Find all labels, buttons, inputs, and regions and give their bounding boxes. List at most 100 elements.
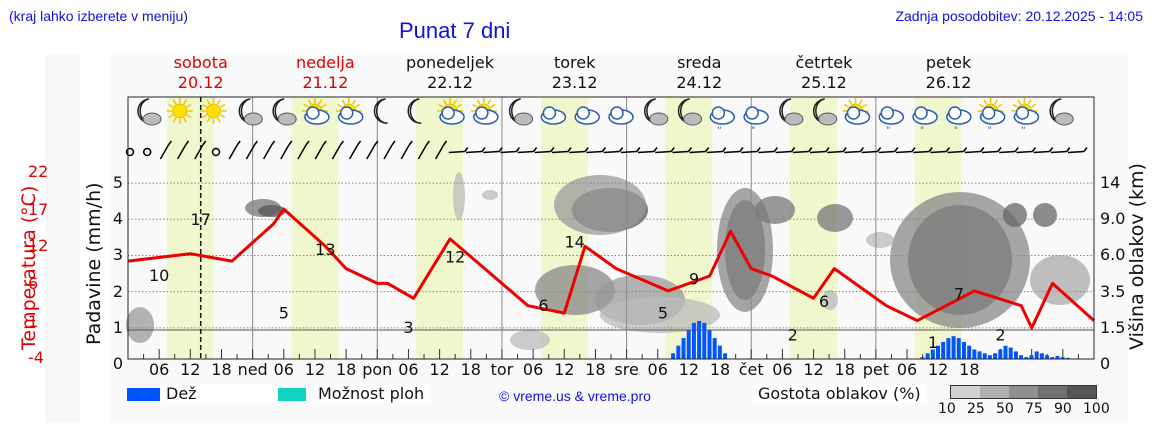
x-tick-label: 12 bbox=[180, 360, 201, 379]
cloud-density-swatch bbox=[1067, 386, 1096, 398]
wind-barb-icon bbox=[228, 140, 241, 160]
precipitation-tick: 5 bbox=[112, 173, 123, 193]
day-header: sreda 24.12 bbox=[639, 53, 759, 93]
day-name: sobota bbox=[173, 53, 228, 72]
sun-cloud-icon bbox=[335, 98, 364, 125]
wind-barb-icon bbox=[1033, 147, 1054, 154]
sun-cloud-icon bbox=[470, 98, 499, 125]
wind-barb-icon bbox=[741, 147, 761, 154]
x-tick-label: 06 bbox=[273, 360, 294, 379]
precipitation-tick: 4 bbox=[112, 209, 123, 229]
x-tick-label: 18 bbox=[959, 360, 980, 379]
x-tick-label: ned bbox=[237, 360, 268, 379]
x-tick-label: 18 bbox=[585, 360, 606, 379]
showers-legend-label: Možnost ploh bbox=[312, 384, 431, 403]
svg-text:17: 17 bbox=[191, 210, 211, 229]
day-date: 26.12 bbox=[925, 73, 972, 92]
temperature-tick: 17 bbox=[28, 200, 49, 219]
day-header: četrtek 25.12 bbox=[764, 53, 884, 93]
cloud-density-swatch bbox=[1038, 386, 1067, 398]
night-cloudy-icon bbox=[812, 98, 838, 126]
wind-barbs bbox=[125, 140, 1088, 160]
x-tick-label: 06 bbox=[647, 360, 668, 379]
plot-frame bbox=[127, 96, 1095, 360]
showers-legend-swatch bbox=[278, 388, 306, 401]
last-updated: Zadnja posodobitev: 20.12.2025 - 14:05 bbox=[895, 8, 1143, 24]
svg-text:": " bbox=[954, 126, 958, 136]
wind-barb-icon bbox=[723, 147, 744, 154]
weather-icons: " " " " " " " bbox=[137, 98, 1074, 136]
wind-barb-icon bbox=[448, 147, 469, 154]
cloud-density-legend-label: Gostota oblakov (%) bbox=[752, 384, 927, 403]
sun-cloud-drizzle-icon: " bbox=[1011, 98, 1040, 136]
x-tick-label: pet bbox=[862, 360, 889, 379]
day-name: torek bbox=[553, 53, 596, 72]
svg-text:2: 2 bbox=[995, 326, 1005, 345]
wind-barb-icon bbox=[262, 140, 276, 160]
wind-barb-icon bbox=[569, 147, 589, 154]
night-partly-cloudy-icon bbox=[238, 98, 263, 126]
wind-barb-icon bbox=[434, 140, 448, 160]
cloud-density-swatch bbox=[1009, 386, 1038, 398]
svg-text:13: 13 bbox=[315, 240, 335, 259]
day-date: 23.12 bbox=[551, 73, 598, 92]
wind-barb-icon bbox=[176, 140, 190, 160]
sunny-icon bbox=[200, 98, 227, 124]
svg-text:": " bbox=[886, 126, 890, 136]
x-tick-label: tor bbox=[490, 360, 514, 379]
svg-text:5: 5 bbox=[658, 303, 668, 322]
svg-text:5: 5 bbox=[279, 303, 289, 322]
wind-barb-icon bbox=[620, 147, 641, 154]
wind-barb-icon bbox=[637, 147, 658, 154]
day-name: četrtek bbox=[795, 53, 853, 72]
rain-legend-label: Dež bbox=[160, 384, 287, 403]
x-tick-label: pon bbox=[362, 360, 393, 379]
cloud-density-tick: 50 bbox=[996, 401, 1014, 417]
wind-barb-icon bbox=[551, 147, 572, 154]
x-tick-label: 12 bbox=[678, 360, 700, 379]
x-tick-label: 12 bbox=[803, 360, 824, 379]
page-title: Punat 7 dni bbox=[399, 18, 511, 43]
precipitation-tick: 2 bbox=[112, 281, 123, 301]
day-date: 25.12 bbox=[801, 73, 847, 92]
wind-barb-icon bbox=[792, 147, 813, 154]
cloudy-drizzle-icon: " bbox=[946, 106, 972, 136]
wind-barb-icon bbox=[517, 147, 538, 154]
wind-barb-icon bbox=[672, 147, 693, 154]
day-header: nedelja 21.12 bbox=[265, 53, 385, 93]
wind-barb-icon bbox=[500, 147, 521, 154]
cloud-density-tick: 10 bbox=[938, 401, 956, 417]
night-cloudy-icon bbox=[677, 98, 703, 126]
x-tick-label: 18 bbox=[460, 360, 481, 379]
svg-text:6: 6 bbox=[819, 292, 829, 311]
x-tick-label: 06 bbox=[522, 360, 544, 379]
wind-barb-icon bbox=[981, 147, 1002, 154]
svg-text:9: 9 bbox=[689, 270, 699, 289]
wind-barb-icon bbox=[758, 147, 779, 154]
wind-barb-icon bbox=[827, 147, 847, 154]
wind-barb-icon bbox=[483, 147, 503, 154]
wind-barb-icon bbox=[331, 140, 344, 160]
cloud-height-tick: 1.5 bbox=[1100, 317, 1126, 337]
cloud-height-tick: 9.0 bbox=[1100, 209, 1126, 229]
cloud-density-swatch bbox=[951, 386, 980, 398]
night-clear-icon bbox=[373, 98, 388, 124]
wind-barb-icon bbox=[211, 147, 221, 157]
wind-barb-icon bbox=[348, 140, 362, 160]
wind-barb-icon bbox=[947, 147, 968, 154]
wind-barb-icon bbox=[534, 147, 555, 154]
x-tick-label: 18 bbox=[709, 360, 731, 379]
svg-text:": " bbox=[988, 126, 992, 136]
cloud-density-swatch bbox=[980, 386, 1009, 398]
wind-barb-icon bbox=[417, 140, 430, 160]
svg-text:7: 7 bbox=[954, 284, 964, 303]
wind-barb-icon bbox=[861, 147, 882, 154]
copyright-link[interactable]: © vreme.us & vreme.pro bbox=[499, 388, 651, 404]
svg-text:1: 1 bbox=[928, 333, 938, 352]
svg-text:": " bbox=[751, 126, 755, 136]
wind-barb-icon bbox=[314, 140, 327, 160]
wind-barb-icon bbox=[1050, 147, 1071, 154]
cloud-density-tick: 100 bbox=[1083, 401, 1110, 417]
svg-text:": " bbox=[920, 126, 924, 136]
